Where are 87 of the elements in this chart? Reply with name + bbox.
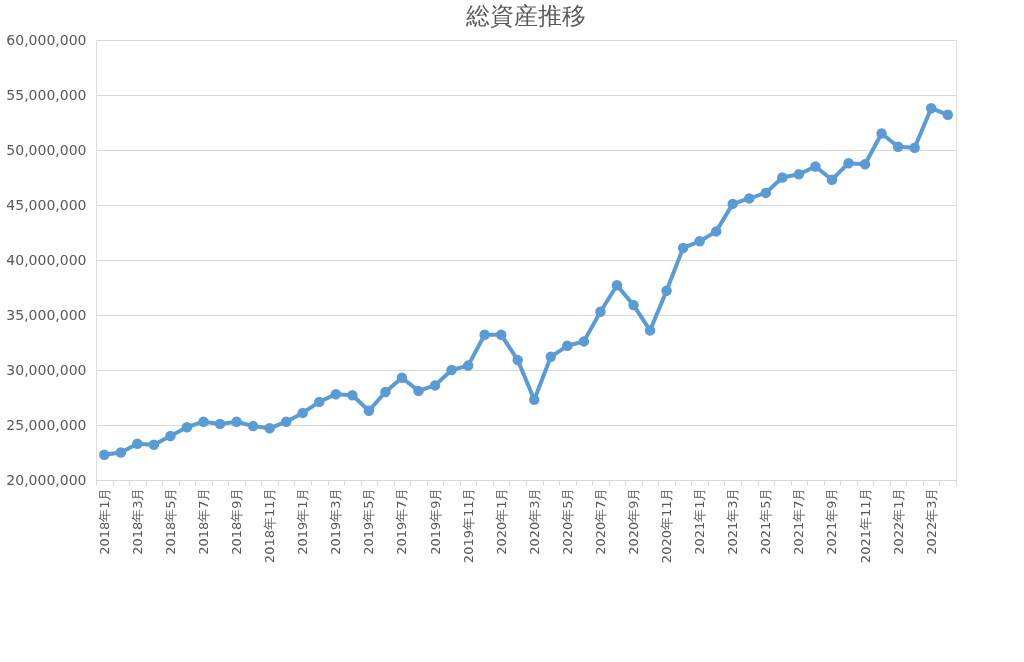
chart-title: 総資産推移 <box>465 2 586 30</box>
point <box>396 372 408 383</box>
point <box>446 364 457 376</box>
point <box>495 329 507 341</box>
point <box>925 102 937 114</box>
point <box>247 420 259 432</box>
point <box>710 226 722 237</box>
x-tick-label: 2020年5月 <box>559 487 575 555</box>
point <box>380 386 391 398</box>
x-tick-label: 2019年1月 <box>295 487 311 555</box>
point <box>115 447 127 458</box>
point <box>99 449 110 460</box>
point <box>165 430 176 442</box>
x-tick-label: 2020年9月 <box>626 487 641 555</box>
y-tick-label: 25,000,000 <box>6 416 87 433</box>
point <box>892 141 904 152</box>
point <box>760 187 772 199</box>
x-tick-label: 2021年9月 <box>824 487 840 555</box>
point <box>595 306 606 317</box>
point <box>330 388 342 400</box>
y-tick-label: 40,000,000 <box>6 251 87 268</box>
point <box>181 421 193 433</box>
point <box>512 354 523 366</box>
point <box>644 325 656 336</box>
point <box>479 329 490 341</box>
point <box>132 438 143 449</box>
point <box>810 161 821 172</box>
x-tick-label: 2019年3月 <box>328 487 344 555</box>
point <box>231 416 242 427</box>
x-tick-label: 2021年11月 <box>857 487 873 564</box>
point <box>876 128 887 139</box>
x-tick-label: 2021年5月 <box>758 487 774 555</box>
point <box>909 142 920 154</box>
point <box>462 360 474 371</box>
x-tick-label: 2019年5月 <box>361 487 377 555</box>
y-tick-label: 20,000,000 <box>6 471 87 488</box>
y-tick-label: 55,000,000 <box>6 86 87 103</box>
x-tick-label: 2018年3月 <box>129 487 145 555</box>
point <box>363 405 375 416</box>
point <box>148 439 160 451</box>
point <box>264 423 275 434</box>
x-tick-label: 2022年1月 <box>890 487 906 555</box>
y-tick-label: 35,000,000 <box>6 306 87 323</box>
x-tick-label: 2020年1月 <box>493 487 509 555</box>
x-tick-label: 2018年1月 <box>96 487 112 555</box>
point <box>347 390 358 401</box>
point <box>214 418 226 430</box>
point <box>826 174 838 185</box>
point <box>777 172 788 183</box>
point <box>661 285 672 297</box>
x-tick-label: 2020年3月 <box>526 487 542 555</box>
y-tick-label: 50,000,000 <box>6 141 87 158</box>
x-tick-label: 2021年7月 <box>791 487 807 555</box>
x-tick-label: 2018年5月 <box>162 487 178 555</box>
x-tick-label: 2021年1月 <box>692 487 708 555</box>
point <box>413 385 424 397</box>
point <box>611 280 623 291</box>
x-tick-label: 2019年7月 <box>394 487 410 555</box>
x-tick-label: 2021年3月 <box>725 487 741 555</box>
point <box>859 159 871 170</box>
point <box>727 198 738 210</box>
point <box>314 396 325 408</box>
x-tick-label: 2020年11月 <box>659 487 675 564</box>
y-tick-label: 45,000,000 <box>6 196 87 213</box>
y-tick-label: 30,000,000 <box>6 361 87 378</box>
point <box>562 340 573 352</box>
point <box>694 236 705 247</box>
point <box>198 416 209 427</box>
x-tick-label: 2020年7月 <box>592 487 608 555</box>
point <box>545 351 557 363</box>
point <box>843 157 854 169</box>
x-tick-label: 2018年9月 <box>229 487 245 555</box>
x-tick-label: 2019年9月 <box>427 487 443 555</box>
y-tick-label: 60,000,000 <box>6 31 87 48</box>
point <box>677 242 689 254</box>
point <box>744 193 755 204</box>
point <box>297 407 308 419</box>
x-tick-label: 2019年11月 <box>460 487 476 564</box>
point <box>628 299 639 311</box>
point <box>793 168 805 180</box>
point <box>429 380 441 391</box>
x-tick-label: 2018年11月 <box>262 487 278 564</box>
point <box>280 416 292 427</box>
x-tick-label: 2022年3月 <box>923 487 939 555</box>
point <box>942 109 953 121</box>
x-tick-label: 2018年7月 <box>196 487 211 555</box>
point <box>578 336 590 347</box>
